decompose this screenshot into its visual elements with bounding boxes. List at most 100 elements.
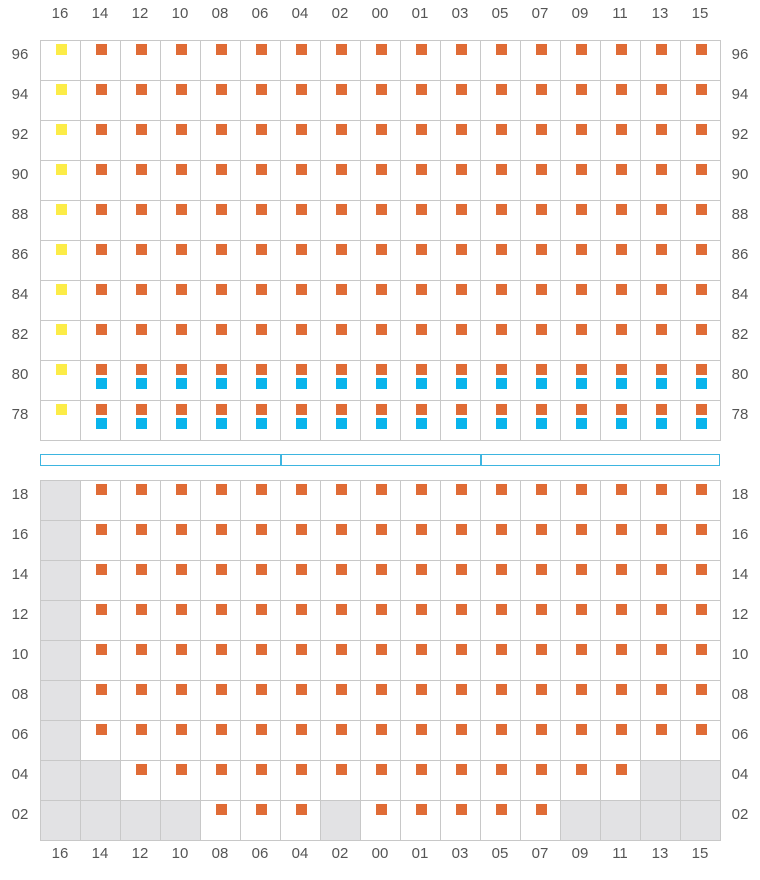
- seat-cell[interactable]: [680, 600, 720, 640]
- seat-cell[interactable]: [360, 760, 400, 800]
- seat-cell[interactable]: [520, 680, 560, 720]
- seat-cell[interactable]: [440, 200, 480, 240]
- seat-cell[interactable]: [280, 480, 320, 520]
- seat-cell[interactable]: [160, 360, 200, 400]
- seat-cell[interactable]: [280, 40, 320, 80]
- seat-cell[interactable]: [360, 120, 400, 160]
- seat-cell[interactable]: [480, 320, 520, 360]
- seat-cell[interactable]: [160, 400, 200, 440]
- seat-cell[interactable]: [400, 320, 440, 360]
- seat-cell[interactable]: [80, 520, 120, 560]
- seat-cell[interactable]: [80, 360, 120, 400]
- seat-cell[interactable]: [440, 160, 480, 200]
- seat-cell[interactable]: [560, 520, 600, 560]
- seat-cell[interactable]: [440, 360, 480, 400]
- seat-cell[interactable]: [240, 760, 280, 800]
- seat-cell[interactable]: [200, 760, 240, 800]
- seat-cell[interactable]: [80, 200, 120, 240]
- seat-cell[interactable]: [480, 40, 520, 80]
- seat-cell[interactable]: [560, 560, 600, 600]
- seat-cell[interactable]: [560, 760, 600, 800]
- seat-cell[interactable]: [280, 200, 320, 240]
- seat-cell[interactable]: [240, 240, 280, 280]
- seat-cell[interactable]: [240, 80, 280, 120]
- seat-cell[interactable]: [320, 480, 360, 520]
- seat-cell[interactable]: [160, 80, 200, 120]
- seat-cell[interactable]: [400, 720, 440, 760]
- seat-cell[interactable]: [560, 80, 600, 120]
- seat-cell[interactable]: [400, 40, 440, 80]
- seat-cell[interactable]: [240, 200, 280, 240]
- seat-cell[interactable]: [520, 400, 560, 440]
- seat-cell[interactable]: [600, 680, 640, 720]
- seat-cell[interactable]: [200, 360, 240, 400]
- seat-cell[interactable]: [520, 360, 560, 400]
- seat-cell[interactable]: [280, 400, 320, 440]
- seat-cell[interactable]: [160, 720, 200, 760]
- seat-cell[interactable]: [200, 560, 240, 600]
- seat-cell[interactable]: [360, 480, 400, 520]
- seat-cell[interactable]: [640, 720, 680, 760]
- seat-cell[interactable]: [200, 520, 240, 560]
- seat-cell[interactable]: [320, 720, 360, 760]
- seat-cell[interactable]: [360, 680, 400, 720]
- seat-cell[interactable]: [520, 120, 560, 160]
- seat-cell[interactable]: [40, 40, 80, 80]
- seat-cell[interactable]: [320, 80, 360, 120]
- seat-cell[interactable]: [480, 280, 520, 320]
- seat-cell[interactable]: [600, 320, 640, 360]
- seat-cell[interactable]: [680, 120, 720, 160]
- seat-cell[interactable]: [680, 360, 720, 400]
- seat-cell[interactable]: [360, 160, 400, 200]
- seat-cell[interactable]: [80, 720, 120, 760]
- seat-cell[interactable]: [400, 240, 440, 280]
- seat-cell[interactable]: [160, 680, 200, 720]
- seat-cell[interactable]: [560, 400, 600, 440]
- seat-cell[interactable]: [120, 720, 160, 760]
- seat-cell[interactable]: [600, 280, 640, 320]
- seat-cell[interactable]: [600, 760, 640, 800]
- seat-cell[interactable]: [400, 560, 440, 600]
- seat-cell[interactable]: [240, 560, 280, 600]
- seat-cell[interactable]: [280, 680, 320, 720]
- seat-cell[interactable]: [600, 120, 640, 160]
- seat-cell[interactable]: [600, 200, 640, 240]
- seat-cell[interactable]: [160, 240, 200, 280]
- seat-cell[interactable]: [440, 680, 480, 720]
- seat-cell[interactable]: [240, 40, 280, 80]
- seat-cell[interactable]: [520, 80, 560, 120]
- seat-cell[interactable]: [560, 40, 600, 80]
- seat-cell[interactable]: [160, 320, 200, 360]
- seat-cell[interactable]: [640, 200, 680, 240]
- seat-cell[interactable]: [640, 120, 680, 160]
- seat-cell[interactable]: [240, 120, 280, 160]
- seat-cell[interactable]: [360, 720, 400, 760]
- seat-cell[interactable]: [160, 520, 200, 560]
- seat-cell[interactable]: [480, 480, 520, 520]
- seat-cell[interactable]: [280, 360, 320, 400]
- seat-cell[interactable]: [680, 80, 720, 120]
- seat-cell[interactable]: [120, 480, 160, 520]
- seat-cell[interactable]: [440, 640, 480, 680]
- seat-cell[interactable]: [200, 800, 240, 840]
- seat-cell[interactable]: [200, 160, 240, 200]
- seat-cell[interactable]: [560, 640, 600, 680]
- seat-cell[interactable]: [120, 160, 160, 200]
- seat-cell[interactable]: [200, 680, 240, 720]
- seat-cell[interactable]: [360, 360, 400, 400]
- seat-cell[interactable]: [400, 280, 440, 320]
- seat-cell[interactable]: [80, 240, 120, 280]
- seat-cell[interactable]: [560, 160, 600, 200]
- seat-cell[interactable]: [80, 160, 120, 200]
- seat-cell[interactable]: [600, 400, 640, 440]
- seat-cell[interactable]: [200, 200, 240, 240]
- seat-cell[interactable]: [520, 560, 560, 600]
- seat-cell[interactable]: [240, 600, 280, 640]
- seat-cell[interactable]: [520, 520, 560, 560]
- seat-cell[interactable]: [360, 640, 400, 680]
- seat-cell[interactable]: [600, 160, 640, 200]
- seat-cell[interactable]: [360, 400, 400, 440]
- seat-cell[interactable]: [120, 280, 160, 320]
- seat-cell[interactable]: [160, 760, 200, 800]
- seat-cell[interactable]: [40, 280, 80, 320]
